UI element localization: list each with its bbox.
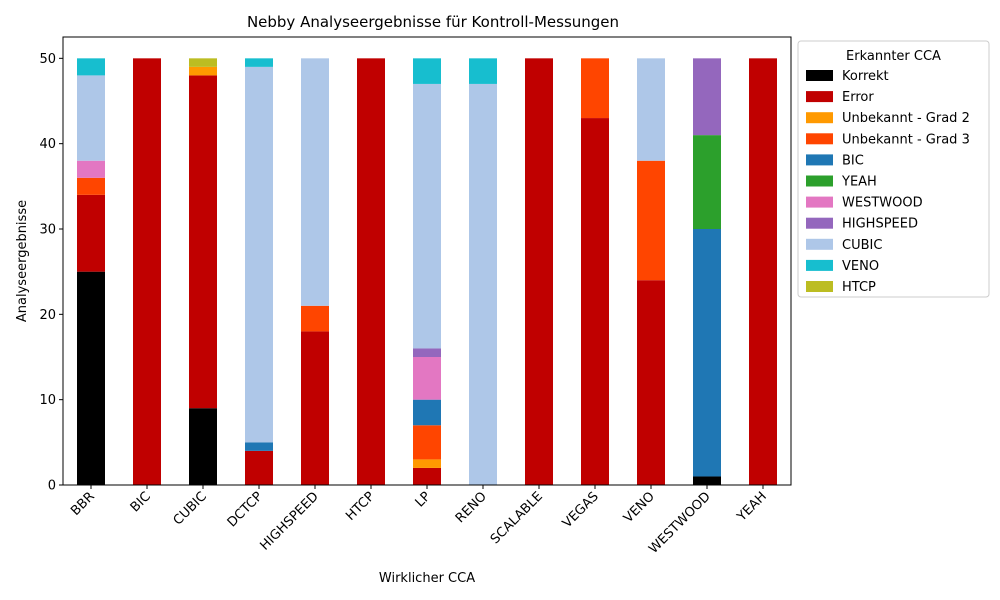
bar-segment-cubic-korrekt [189, 408, 217, 485]
legend-swatch [806, 196, 833, 208]
bar-segment-cubic-unbekannt-grad-2 [189, 66, 217, 76]
bar-segment-veno-unbekannt-grad-3 [637, 160, 665, 281]
y-tick-label: 10 [39, 393, 56, 408]
legend-item-westwood: WESTWOOD [842, 196, 923, 211]
x-tick-label-reno: RENO [453, 489, 490, 526]
bar-segment-bbr-korrekt [77, 271, 105, 485]
legend-item-htcp: HTCP [842, 280, 876, 295]
bar-segment-lp-cubic [413, 83, 441, 349]
legend-swatch [806, 175, 833, 187]
bar-segment-cubic-htcp [189, 58, 217, 67]
legend-item-unbekannt-grad-2: Unbekannt - Grad 2 [842, 111, 970, 126]
bar-segment-dctcp-cubic [245, 66, 273, 443]
x-tick-label-vegas: VEGAS [560, 489, 602, 531]
y-axis-label: Analyseergebnisse [15, 200, 30, 322]
bar-segment-bbr-veno [77, 58, 105, 76]
bar-segment-yeah-error [749, 58, 777, 485]
legend-item-error: Error [842, 90, 874, 105]
bar-segment-bbr-westwood [77, 160, 105, 178]
legend-swatch [806, 154, 833, 166]
bar-segment-lp-error [413, 467, 441, 485]
bar-segment-scalable-error [525, 58, 553, 485]
x-tick-label-scalable: SCALABLE [488, 489, 546, 547]
legend-item-bic: BIC [842, 153, 864, 168]
y-tick-label: 20 [39, 308, 56, 323]
bar-segment-lp-bic [413, 399, 441, 426]
bar-segment-bic-error [133, 58, 161, 485]
bar-segment-bbr-error [77, 194, 105, 272]
x-tick-label-veno: VENO [621, 489, 658, 526]
bar-segment-westwood-highspeed [693, 58, 721, 136]
bar-segment-lp-unbekannt-grad-2 [413, 459, 441, 468]
bar-segment-cubic-error [189, 75, 217, 409]
legend-item-yeah: YEAH [841, 175, 877, 190]
bar-segment-lp-veno [413, 58, 441, 84]
bar-segment-lp-highspeed [413, 348, 441, 357]
bar-segment-reno-cubic [469, 83, 497, 485]
bar-segment-veno-error [637, 280, 665, 485]
plot-area [77, 58, 777, 486]
bar-segment-westwood-korrekt [693, 476, 721, 485]
legend-item-highspeed: HIGHSPEED [842, 217, 918, 232]
bar-segment-highspeed-unbekannt-grad-3 [301, 305, 329, 332]
x-axis-label: Wirklicher CCA [379, 571, 475, 586]
bar-segment-westwood-bic [693, 229, 721, 477]
legend-swatch [806, 70, 833, 81]
bar-segment-highspeed-cubic [301, 58, 329, 306]
legend-swatch [806, 238, 833, 250]
x-tick-label-bbr: BBR [68, 489, 98, 519]
y-tick-label: 50 [39, 52, 56, 67]
x-tick-label-lp: LP [413, 489, 434, 510]
bar-segment-vegas-unbekannt-grad-3 [581, 58, 609, 119]
legend-swatch [806, 112, 833, 124]
legend-item-veno: VENO [842, 259, 879, 274]
y-tick-label: 40 [39, 137, 56, 152]
bar-segment-dctcp-bic [245, 442, 273, 451]
legend-item-cubic: CUBIC [842, 238, 882, 253]
y-tick-label: 30 [39, 223, 56, 238]
x-tick-label-dctcp: DCTCP [225, 489, 266, 530]
x-tick-label-yeah: YEAH [734, 489, 770, 525]
bar-segment-reno-veno [469, 58, 497, 84]
bar-segment-lp-unbekannt-grad-3 [413, 425, 441, 460]
legend-swatch [806, 133, 833, 145]
bar-segment-htcp-error [357, 58, 385, 485]
legend-title: Erkannter CCA [846, 49, 941, 64]
legend-swatch [806, 217, 833, 229]
bar-segment-highspeed-error [301, 331, 329, 485]
chart-title: Nebby Analyseergebnisse für Kontroll-Mes… [247, 13, 619, 31]
x-tick-label-bic: BIC [128, 489, 154, 515]
y-axis: 0 10 20 30 40 50 [39, 52, 63, 494]
bar-segment-veno-cubic [637, 58, 665, 161]
legend-swatch [806, 259, 833, 271]
legend-item-unbekannt-grad-3: Unbekannt - Grad 3 [842, 132, 970, 147]
x-tick-label-highspeed: HIGHSPEED [257, 489, 321, 553]
bar-segment-bbr-unbekannt-grad-3 [77, 177, 105, 195]
bar-segment-vegas-error [581, 118, 609, 486]
bar-segment-dctcp-error [245, 450, 273, 485]
bar-segment-bbr-cubic [77, 75, 105, 161]
legend: Erkannter CCA Korrekt Error Unbekannt - Gra… [797, 40, 990, 298]
legend-swatch [806, 281, 833, 292]
x-tick-label-cubic: CUBIC [171, 489, 210, 528]
bar-segment-westwood-yeah [693, 135, 721, 229]
bar-segment-lp-westwood [413, 357, 441, 400]
legend-box [797, 40, 990, 298]
legend-swatch [806, 91, 833, 103]
x-tick-label-htcp: HTCP [343, 489, 378, 524]
y-tick-label: 0 [48, 479, 56, 494]
legend-item-korrekt: Korrekt [842, 69, 889, 84]
bar-segment-dctcp-veno [245, 58, 273, 67]
